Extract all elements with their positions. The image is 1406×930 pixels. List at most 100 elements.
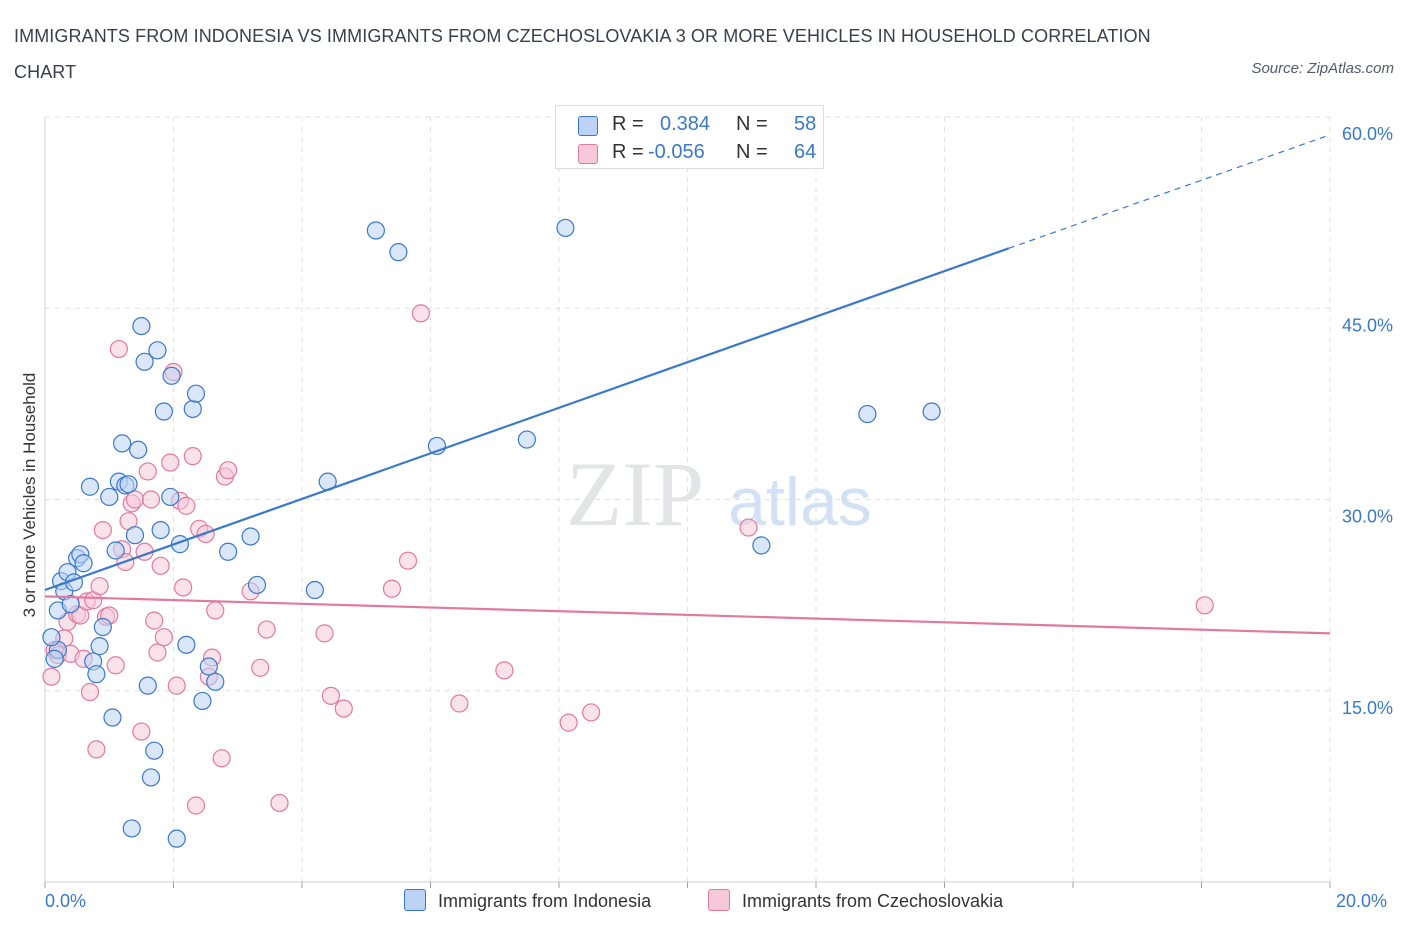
data-point [556, 218, 575, 238]
data-point [366, 221, 385, 240]
data-point [212, 749, 231, 768]
data-point [161, 487, 180, 507]
data-point [61, 594, 80, 614]
data-point [193, 691, 212, 711]
legend-r-value: -0.056 [648, 141, 705, 163]
data-point [129, 440, 148, 459]
trend-line-indonesia [44, 247, 1010, 592]
legend-series-label: Immigrants from Czechoslovakia [742, 891, 1004, 911]
series-czechoslovakia [42, 304, 1214, 815]
legend-n-label: N = [736, 141, 768, 163]
data-point [398, 551, 418, 570]
data-point [80, 477, 100, 496]
data-point [559, 713, 578, 732]
data-point [87, 665, 106, 684]
data-point [106, 656, 125, 675]
data-point [257, 620, 276, 639]
data-point [119, 475, 138, 494]
bottom-legend-czechoslovakia: Immigrants from Czechoslovakia [708, 889, 1003, 912]
data-point [154, 628, 173, 647]
data-point [315, 624, 334, 643]
data-point [87, 740, 106, 759]
legend-swatch-pink [578, 144, 598, 164]
trend-lines [44, 134, 1331, 635]
data-point [162, 366, 181, 385]
data-point [517, 430, 536, 449]
legend-r-label: R = [612, 113, 644, 135]
data-point [450, 694, 469, 713]
data-point [90, 637, 109, 656]
data-point [206, 672, 225, 691]
data-point [334, 699, 353, 718]
legend-r-value: 0.384 [660, 113, 711, 135]
bottom-legend-indonesia: Immigrants from Indonesia [404, 889, 651, 912]
data-point [45, 649, 64, 668]
chart-title: IMMIGRANTS FROM INDONESIA VS IMMIGRANTS … [14, 26, 1151, 82]
data-point [145, 741, 164, 760]
data-point [922, 402, 941, 421]
data-point [145, 611, 164, 630]
x-tick-min: 0.0% [45, 891, 87, 911]
source-label: Source: ZipAtlas.com [1251, 60, 1394, 77]
data-point [148, 643, 167, 662]
data-point [167, 676, 186, 695]
y-tick-label: 45.0% [1342, 315, 1393, 335]
trend-line-czechoslovakia [44, 595, 1331, 635]
trend-line-indonesia-extension [1008, 134, 1331, 249]
data-point [151, 556, 170, 575]
data-point [739, 518, 758, 537]
data-point [141, 768, 161, 787]
data-point [80, 682, 100, 702]
data-point [382, 579, 402, 598]
data-point [174, 578, 193, 597]
axes [44, 117, 1331, 888]
y-tick-labels: 15.0% 30.0% 45.0% 60.0% [1342, 124, 1393, 718]
data-point [752, 536, 771, 555]
data-point [241, 527, 260, 546]
data-point [305, 580, 324, 600]
data-point [138, 676, 157, 695]
y-tick-label: 60.0% [1342, 124, 1393, 144]
legend-swatch-blue [404, 889, 426, 911]
legend-n-value: 58 [794, 113, 817, 135]
data-point [186, 796, 206, 815]
y-tick-label: 30.0% [1342, 507, 1393, 527]
data-point [206, 601, 225, 620]
watermark-zip: ZIP [566, 443, 704, 545]
data-point [125, 526, 145, 545]
data-point [247, 575, 267, 595]
data-point [183, 447, 202, 466]
data-point [183, 399, 202, 419]
data-point [167, 829, 186, 848]
data-point [582, 703, 601, 722]
legend-swatch-blue [578, 116, 598, 136]
x-tick-max: 20.0% [1336, 891, 1388, 911]
data-point [132, 317, 151, 336]
series-indonesia [42, 218, 941, 848]
data-point [177, 496, 196, 515]
y-tick-label: 15.0% [1342, 698, 1393, 718]
data-point [103, 708, 122, 727]
data-point [148, 341, 167, 360]
data-point [186, 384, 206, 403]
y-axis-label: 3 or more Vehicles in Household [20, 372, 39, 618]
data-point [141, 490, 161, 509]
data-point [93, 617, 112, 637]
data-point [151, 520, 170, 540]
data-point [42, 628, 61, 647]
data-point [100, 487, 119, 507]
data-point [135, 352, 154, 371]
legend-r-label: R = [612, 141, 644, 163]
data-point [122, 819, 141, 838]
data-point [93, 520, 112, 540]
data-point [389, 243, 408, 262]
data-point [199, 657, 218, 676]
data-point [321, 686, 341, 705]
data-point [132, 722, 151, 741]
data-point [109, 339, 128, 359]
data-point [74, 554, 93, 573]
data-point [270, 793, 289, 813]
data-point [90, 577, 109, 596]
legend-swatch-pink [708, 889, 730, 911]
